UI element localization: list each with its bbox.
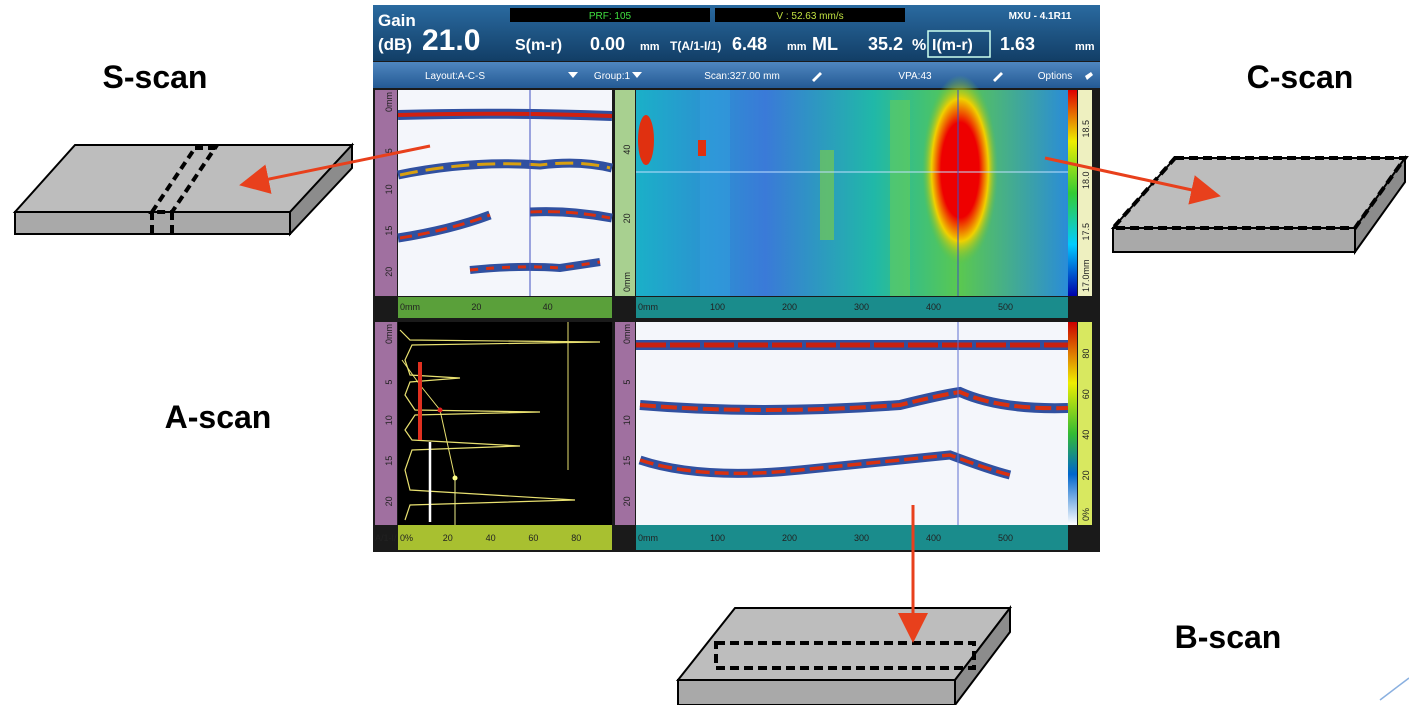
view-label: A-scan (165, 399, 272, 435)
y-axis-label: 10 (384, 184, 394, 194)
x-axis-label: 200 (782, 302, 797, 312)
reading-value: 1.63 (1000, 34, 1035, 54)
shape (698, 140, 706, 156)
shape (1113, 158, 1405, 228)
shape (1068, 90, 1077, 296)
y-axis-label: 0mm (384, 92, 394, 112)
reading-label: S(m-r) (515, 37, 562, 54)
corner-label: A/1-I/ (375, 533, 397, 543)
toolbar-item[interactable]: Group:1 (594, 71, 631, 82)
y-axis-label: 40 (1081, 430, 1091, 440)
c-scan-plate (1113, 158, 1405, 252)
decoration (1380, 678, 1409, 700)
y-axis-label: 15 (384, 226, 394, 236)
y-axis-label: 5 (622, 380, 632, 385)
y-axis-label: 0mm (622, 324, 632, 344)
reading-unit: mm (640, 41, 660, 53)
x-axis-label: 400 (926, 302, 941, 312)
diagram: S-scan C-scan A-scan B-scan Gain (dB) 21… (0, 0, 1409, 705)
x-axis-label: 500 (998, 533, 1013, 543)
x-axis-label: 0mm (400, 302, 420, 312)
shape (398, 297, 612, 318)
shape (820, 150, 834, 240)
gain-value: 21.0 (422, 24, 480, 57)
shape (890, 100, 910, 296)
y-axis-label: 15 (384, 456, 394, 466)
view-label: C-scan (1247, 59, 1354, 95)
x-axis-label: 20 (471, 302, 481, 312)
shape (678, 680, 955, 705)
x-axis-label: 40 (543, 302, 553, 312)
y-axis-label: 80 (1081, 349, 1091, 359)
y-axis-label: 20 (1081, 470, 1091, 480)
shape (638, 115, 654, 165)
y-axis-label: 60 (1081, 389, 1091, 399)
page: {"labels": {"s_scan": "S-scan", "c_scan"… (0, 0, 1409, 705)
status-velocity: V : 52.63 mm/s (776, 11, 843, 22)
toolbar-item[interactable]: VPA:43 (898, 71, 932, 82)
x-axis-label: 300 (854, 533, 869, 543)
y-axis-label: 10 (622, 415, 632, 425)
shape (398, 114, 612, 116)
y-axis-label: 17.5 (1081, 223, 1091, 241)
toolbar-item[interactable]: Layout:A-C-S (425, 71, 485, 82)
y-axis-label: 15 (622, 456, 632, 466)
x-axis-label: 40 (486, 533, 496, 543)
reading-value: 6.48 (732, 34, 767, 54)
y-axis-label: 20 (384, 267, 394, 277)
x-axis-label: 0% (400, 533, 413, 543)
status-prf: PRF: 105 (589, 11, 632, 22)
x-axis-label: 80 (571, 533, 581, 543)
shape (438, 408, 443, 413)
toolbar-item[interactable]: Scan:327.00 mm (704, 71, 780, 82)
x-axis-label: 20 (443, 533, 453, 543)
x-axis-label: 0mm (638, 533, 658, 543)
y-axis-label: 10 (384, 415, 394, 425)
x-axis-label: 300 (854, 302, 869, 312)
reading-label: I(m-r) (932, 37, 973, 54)
x-axis-label: 0mm (638, 302, 658, 312)
y-axis-label: 20 (384, 496, 394, 506)
shape (1068, 322, 1077, 525)
shape (922, 75, 998, 265)
y-axis-label: 0mm (622, 272, 632, 292)
x-axis-label: 400 (926, 533, 941, 543)
gain-label: Gain (378, 11, 416, 30)
status-model: MXU - 4.1R11 (1009, 11, 1072, 22)
x-axis-label: 100 (710, 302, 725, 312)
b-scan-plate (678, 608, 1010, 705)
y-axis-label: 40 (622, 145, 632, 155)
y-axis-label: 18.0 (1081, 171, 1091, 189)
reading-unit: mm (787, 41, 807, 53)
shape (700, 90, 730, 296)
y-axis-label: 17.0mm (1081, 259, 1091, 292)
y-axis-label: 5 (384, 380, 394, 385)
y-axis-label: 0mm (384, 324, 394, 344)
shape (636, 322, 1068, 525)
view-label: B-scan (1175, 619, 1282, 655)
y-axis-label: 5 (384, 148, 394, 153)
view-label: S-scan (103, 59, 208, 95)
shape (1113, 228, 1355, 252)
x-axis-label: 200 (782, 533, 797, 543)
y-axis-label: 20 (622, 496, 632, 506)
x-axis-label: 60 (528, 533, 538, 543)
y-axis-label: 0% (1081, 508, 1091, 521)
reading-unit: % (912, 37, 926, 54)
reading-unit: mm (1075, 41, 1095, 53)
s-scan-plate (15, 145, 352, 234)
reading-label: ML (812, 34, 838, 54)
x-axis-label: 500 (998, 302, 1013, 312)
y-axis-label: 20 (622, 213, 632, 223)
reading-value: 0.00 (590, 34, 625, 54)
reading-label: T(A/1-I/1) (670, 39, 721, 53)
reading-value: 35.2 (868, 34, 903, 54)
instrument-screen (373, 5, 1100, 552)
gain-unit: (dB) (378, 35, 412, 54)
toolbar-item[interactable]: Options (1038, 71, 1072, 82)
shape (615, 90, 635, 296)
y-axis-label: 18.5 (1081, 120, 1091, 138)
x-axis-label: 100 (710, 533, 725, 543)
